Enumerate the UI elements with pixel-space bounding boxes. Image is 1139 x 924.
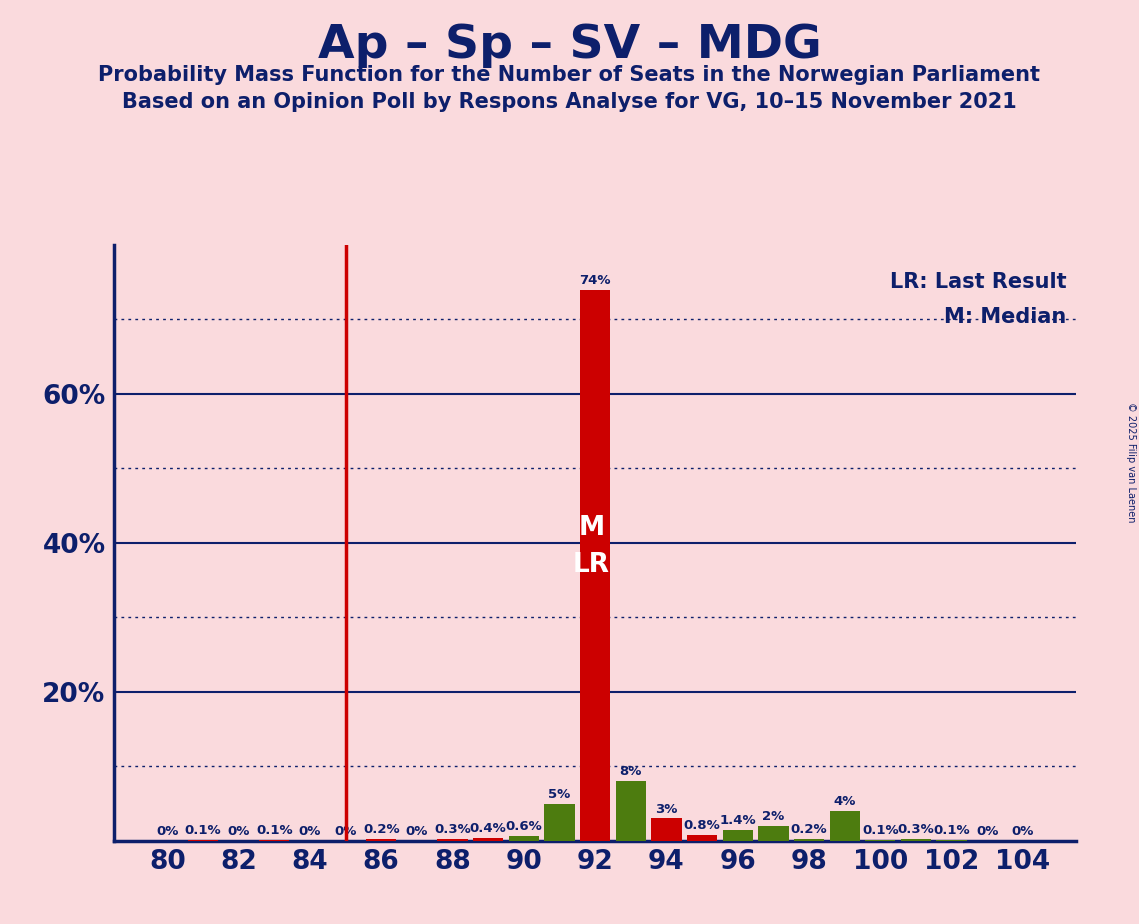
- Bar: [509, 836, 539, 841]
- Text: 0%: 0%: [298, 825, 321, 838]
- Text: 0.2%: 0.2%: [363, 823, 400, 836]
- Text: LR: LR: [573, 553, 611, 578]
- Text: 0%: 0%: [976, 825, 999, 838]
- Text: 3%: 3%: [655, 803, 678, 816]
- Bar: [652, 819, 681, 841]
- Text: 5%: 5%: [548, 787, 571, 800]
- Bar: [687, 835, 718, 841]
- Text: 0.6%: 0.6%: [506, 821, 542, 833]
- Bar: [615, 782, 646, 841]
- Text: 0.8%: 0.8%: [683, 819, 721, 832]
- Bar: [794, 839, 825, 841]
- Bar: [829, 811, 860, 841]
- Text: 0%: 0%: [1011, 825, 1034, 838]
- Text: 0.4%: 0.4%: [469, 821, 507, 835]
- Text: Probability Mass Function for the Number of Seats in the Norwegian Parliament: Probability Mass Function for the Number…: [98, 65, 1041, 85]
- Text: 0%: 0%: [156, 825, 179, 838]
- Text: 0.3%: 0.3%: [434, 822, 470, 835]
- Text: 0.1%: 0.1%: [862, 824, 899, 837]
- Text: 74%: 74%: [580, 274, 611, 286]
- Text: 8%: 8%: [620, 765, 642, 778]
- Text: LR: Last Result: LR: Last Result: [890, 272, 1067, 292]
- Text: © 2025 Filip van Laenen: © 2025 Filip van Laenen: [1125, 402, 1136, 522]
- Bar: [473, 838, 503, 841]
- Text: 0%: 0%: [405, 825, 428, 838]
- Text: 0%: 0%: [228, 825, 249, 838]
- Text: M: Median: M: Median: [944, 308, 1067, 327]
- Text: Based on an Opinion Poll by Respons Analyse for VG, 10–15 November 2021: Based on an Opinion Poll by Respons Anal…: [122, 92, 1017, 113]
- Bar: [544, 804, 575, 841]
- Bar: [901, 839, 931, 841]
- Bar: [437, 839, 468, 841]
- Text: 4%: 4%: [834, 795, 855, 808]
- Text: 1.4%: 1.4%: [720, 814, 756, 827]
- Bar: [722, 831, 753, 841]
- Text: 0%: 0%: [335, 825, 357, 838]
- Text: 0.1%: 0.1%: [933, 824, 970, 837]
- Text: Ap – Sp – SV – MDG: Ap – Sp – SV – MDG: [318, 23, 821, 68]
- Text: 0.2%: 0.2%: [790, 823, 827, 836]
- Bar: [580, 289, 611, 841]
- Text: 2%: 2%: [762, 810, 785, 823]
- Bar: [366, 839, 396, 841]
- Text: M: M: [579, 515, 605, 541]
- Text: 0.3%: 0.3%: [898, 822, 934, 835]
- Bar: [759, 826, 788, 841]
- Text: 0.1%: 0.1%: [185, 824, 221, 837]
- Text: 0.1%: 0.1%: [256, 824, 293, 837]
